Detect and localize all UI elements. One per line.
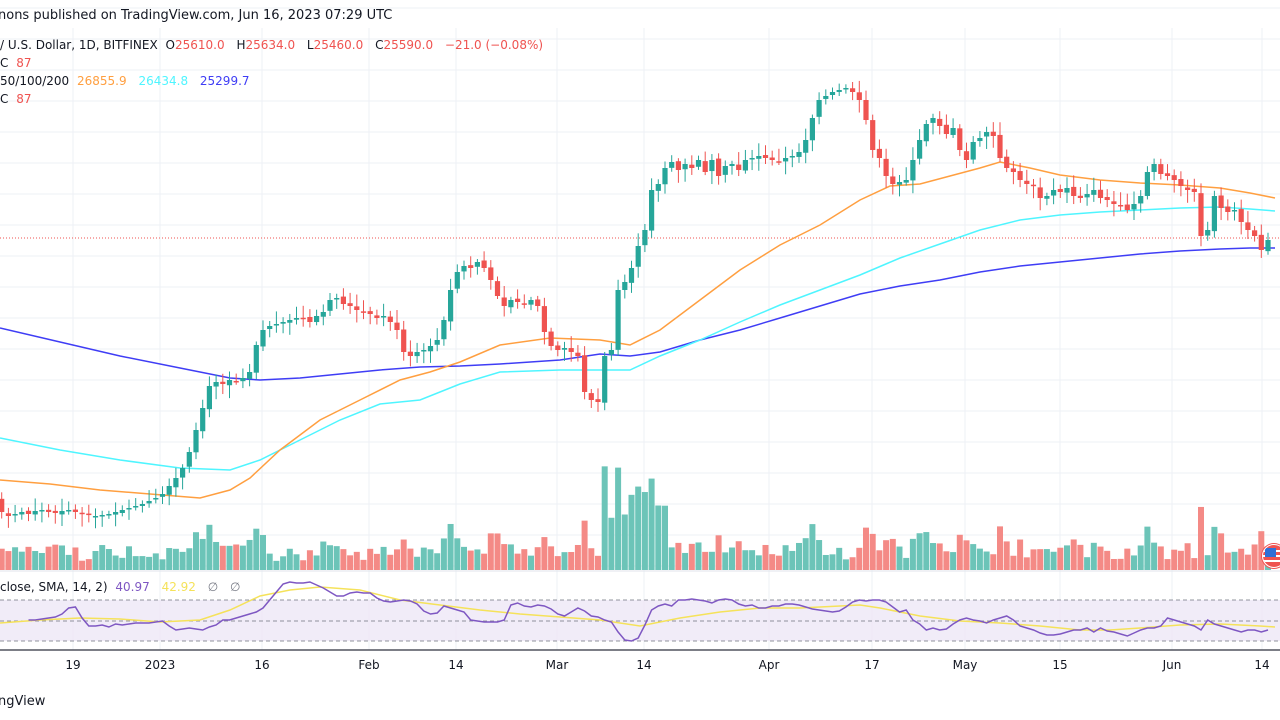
low-value: 25460.0 <box>313 38 364 52</box>
volume2-value: 87 <box>16 92 32 106</box>
volume2-label: C <box>0 92 9 106</box>
ma50-value: 26855.9 <box>77 74 127 88</box>
volume-legend: C 87 <box>0 56 32 70</box>
publish-info: nons published on TradingView.com, Jun 1… <box>0 8 393 23</box>
ma200-value: 25299.7 <box>199 74 250 88</box>
volume-bars <box>0 466 1271 570</box>
rsi-lines <box>0 581 1280 642</box>
volume-value: 87 <box>16 56 32 70</box>
time-label: May <box>952 658 978 672</box>
close-value: 25590.0 <box>383 38 434 52</box>
symbol-legend: / U.S. Dollar, 1D, BITFINEX O25610.0 H25… <box>0 38 543 52</box>
time-label: 19 <box>65 658 81 672</box>
rsi-value: 40.97 <box>115 580 150 594</box>
open-label: O <box>165 38 175 52</box>
open-value: 25610.0 <box>174 38 225 52</box>
high-label: H <box>236 38 246 52</box>
ma-legend: 50/100/200 26855.9 26434.8 25299.7 <box>0 74 258 88</box>
symbol-name: / U.S. Dollar, 1D, BITFINEX <box>0 38 158 52</box>
time-label: 15 <box>1052 658 1068 672</box>
low-label: L <box>306 38 314 52</box>
time-label: 14 <box>636 658 652 672</box>
time-axis-area[interactable] <box>0 651 1280 681</box>
rsi-legend: close, SMA, 14, 2) 40.97 42.92 ∅ ∅ <box>0 580 249 594</box>
time-label: Mar <box>545 658 569 672</box>
close-label: C <box>375 38 384 52</box>
time-label: 17 <box>864 658 880 672</box>
time-label: 14 <box>1254 658 1270 672</box>
volume-legend-2: C 87 <box>0 92 32 106</box>
moving-average-lines <box>0 161 1276 499</box>
tradingview-brand: ngView <box>0 694 46 709</box>
rsi-sma-value: 42.92 <box>161 580 196 594</box>
rsi-label: close, SMA, 14, 2) <box>0 580 108 594</box>
ma-label: 50/100/200 <box>0 74 70 88</box>
time-label: Apr <box>758 658 780 672</box>
high-value: 25634.0 <box>245 38 296 52</box>
us-flag-icon[interactable] <box>1262 544 1280 568</box>
rsi-na-icon: ∅ <box>207 580 219 594</box>
volume-label: C <box>0 56 9 70</box>
time-label: 14 <box>448 658 464 672</box>
rsi-na-icon-2: ∅ <box>230 580 241 594</box>
change-value: −21.0 (−0.08%) <box>444 38 544 52</box>
time-label: 2023 <box>144 658 176 672</box>
time-label: Feb <box>358 658 380 672</box>
time-label: 16 <box>254 658 270 672</box>
candlesticks <box>0 80 1271 529</box>
ma100-value: 26434.8 <box>138 74 189 88</box>
time-label: Jun <box>1162 658 1182 672</box>
